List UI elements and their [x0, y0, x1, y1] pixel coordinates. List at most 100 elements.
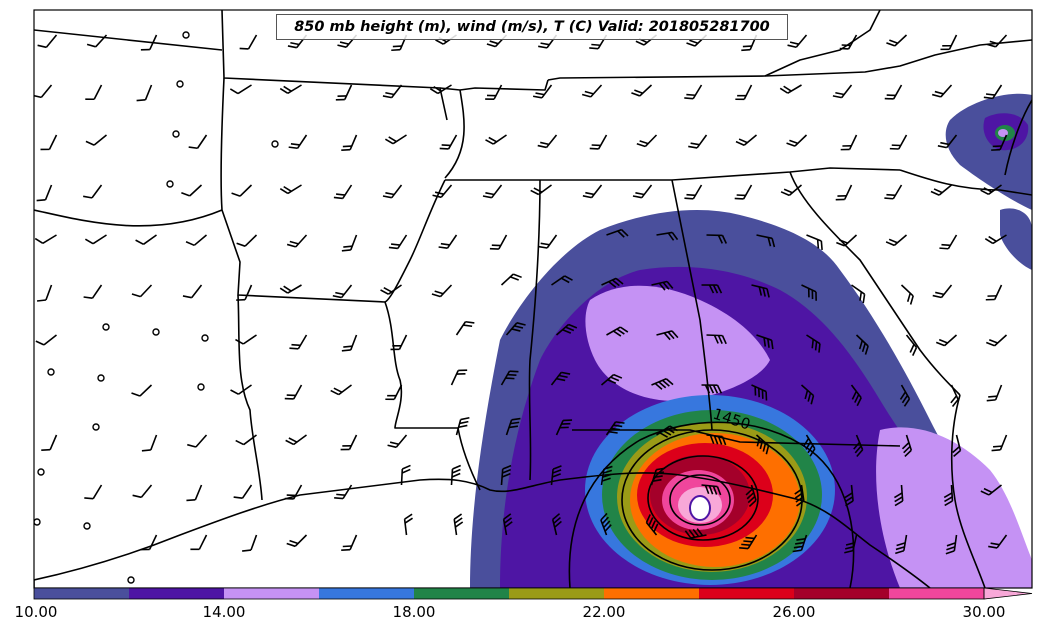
colorbar [33, 587, 1033, 600]
wind-barb [550, 371, 571, 386]
wind-barb [236, 284, 253, 301]
map-title: 850 mb height (m), wind (m/s), T (C) Val… [276, 14, 788, 40]
wind-barb [684, 184, 703, 200]
wind-barb [756, 334, 774, 350]
wind-barb [600, 512, 612, 536]
wind-barb [340, 434, 358, 451]
wind-barb [901, 434, 913, 458]
wind-barb [284, 384, 303, 400]
wind-barb [850, 384, 862, 407]
colorbar-tick-label: 26.00 [772, 603, 816, 621]
wind-barb [505, 417, 521, 436]
wind-barb [505, 322, 526, 336]
wind-barb [991, 134, 1008, 151]
wind-barb [279, 284, 302, 294]
wind-barb [650, 467, 666, 486]
wind-barb [135, 234, 157, 246]
wind-barb [380, 284, 402, 295]
wind-barb [229, 84, 252, 95]
wind-barb [330, 384, 352, 396]
wind-barb [242, 534, 258, 552]
colorbar-extend-arrow [983, 587, 1033, 600]
wind-barb [932, 284, 953, 299]
wind-barb [500, 370, 519, 386]
wind-barb [701, 384, 723, 394]
wind-barb [36, 284, 53, 302]
wind-barb [431, 284, 453, 298]
colorbar-tick-label: 18.00 [392, 603, 436, 621]
wind-barb [400, 464, 411, 486]
wind-barb [235, 434, 257, 446]
wind-barb [131, 284, 153, 298]
wind-barb [438, 234, 458, 250]
wind-barb [840, 134, 858, 151]
wind-barb [489, 234, 508, 250]
fill-band-14 [585, 285, 770, 401]
wind-barb [485, 84, 503, 100]
wind-barb [85, 134, 108, 146]
wind-barb [140, 34, 158, 51]
wind-barb [36, 184, 53, 202]
wind-barb [334, 484, 353, 500]
wind-barb [136, 84, 153, 102]
wind-barb [286, 534, 308, 548]
wind-barb [538, 234, 558, 249]
wind-barb [930, 184, 953, 196]
colorbar-segment [414, 588, 510, 599]
wind-barb [756, 234, 776, 248]
wind-barb [787, 34, 808, 49]
wind-barb [651, 378, 674, 390]
wind-barb [706, 334, 727, 345]
colorbar-segment [224, 588, 320, 599]
wind-barb [230, 384, 252, 395]
wind-barb [801, 284, 817, 301]
wind-barb [895, 534, 908, 555]
wind-barb [537, 134, 558, 149]
wind-barb [582, 184, 603, 199]
wind-barb [41, 434, 58, 452]
wind-barb [555, 419, 573, 436]
wind-barb [940, 34, 958, 51]
wind-barb [453, 513, 464, 536]
contour-1450 [568, 421, 855, 588]
wind-barb [889, 134, 908, 150]
wind-barb [905, 334, 918, 356]
colorbar-segment [34, 588, 130, 599]
wind-barb [450, 464, 462, 486]
wind-barb [85, 84, 103, 101]
contour-inner-3 [669, 474, 731, 526]
wind-barb [341, 134, 358, 152]
wind-barb [751, 384, 768, 401]
wind-barb [485, 134, 507, 145]
wind-barb [439, 134, 458, 150]
wind-barb [341, 334, 358, 352]
wind-barb [341, 234, 358, 252]
wind-barb [455, 320, 475, 336]
wind-barb [835, 184, 853, 201]
wind-barb [806, 234, 823, 250]
wind-barb [289, 334, 308, 350]
wind-barb [382, 184, 403, 199]
wind-barb [884, 84, 903, 100]
wind-barb [636, 134, 658, 148]
wind-barb [182, 284, 203, 299]
wind-barb [894, 484, 904, 507]
wind-barb [83, 284, 103, 299]
wind-barb [931, 84, 953, 98]
wind-barb [780, 184, 803, 197]
wind-barb [332, 284, 353, 299]
wind-barb [839, 34, 858, 50]
wind-barb [551, 513, 562, 536]
wind-barb [606, 326, 629, 337]
wind-barb [335, 84, 353, 101]
wind-barb [688, 134, 708, 149]
wind-barb [986, 34, 1008, 48]
wind-barb [279, 184, 302, 195]
wind-barb [899, 384, 911, 407]
wind-barb [390, 334, 408, 351]
wind-barb [285, 434, 307, 446]
wind-barb [600, 465, 613, 486]
wind-barb [382, 84, 403, 99]
wind-barb [284, 484, 303, 500]
wind-barb [502, 513, 513, 536]
